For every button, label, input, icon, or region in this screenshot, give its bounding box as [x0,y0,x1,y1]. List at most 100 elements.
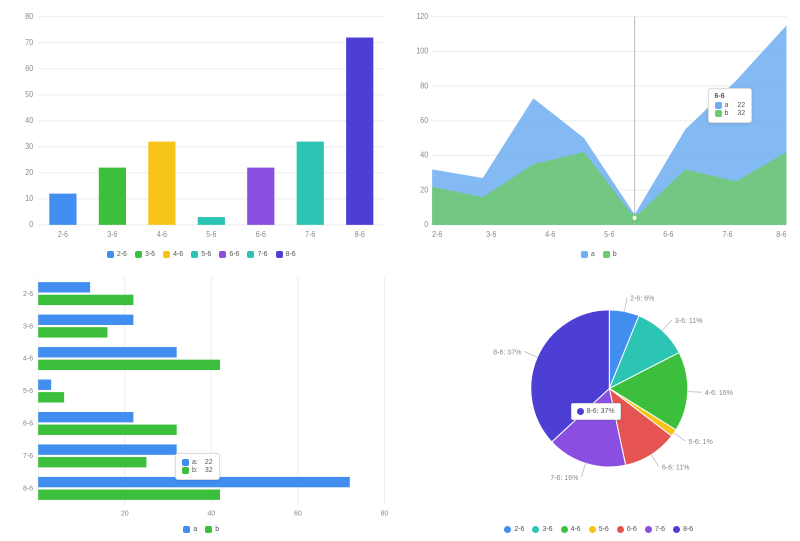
hbar[interactable] [38,327,107,337]
legend-item[interactable]: 6-6 [617,526,637,533]
legend-label: 7-6 [655,526,665,533]
svg-text:7-6: 7-6 [722,230,732,239]
hbar[interactable] [38,315,133,325]
legend-item[interactable]: 7-6 [247,251,267,258]
svg-text:40: 40 [207,508,215,517]
hbar[interactable] [38,380,51,390]
legend-item[interactable]: 7-6 [645,526,665,533]
legend-dot-icon [504,526,511,533]
bar[interactable] [148,142,175,225]
legend-item[interactable]: 4-6 [163,251,183,258]
legend-item[interactable]: 8-6 [276,251,296,258]
hbar[interactable] [38,425,177,435]
pie-chart-legend: 2-6 3-6 4-6 5-6 6-6 7-6 8-6 [408,520,791,533]
legend-item[interactable]: 5-6 [191,251,211,258]
legend-item[interactable]: b [603,251,617,258]
svg-text:3-6: 11%: 3-6: 11% [674,318,702,325]
area-chart-panel: 0204060801001202-63-64-65-66-67-68-6 6-6… [408,10,791,258]
legend-label: 6-6 [229,251,239,258]
legend-swatch-icon [247,251,254,258]
legend-swatch-icon [219,251,226,258]
svg-text:60: 60 [420,116,428,125]
legend-item[interactable]: a [581,251,595,258]
svg-text:3-6: 3-6 [23,321,33,330]
hbar-chart-area[interactable]: 204060802-63-64-65-66-67-68-6 a:22b:32 [10,273,393,520]
svg-text:40: 40 [420,150,428,159]
hbar[interactable] [38,282,90,292]
legend-swatch-icon [191,251,198,258]
hbar[interactable] [38,295,133,305]
legend-item[interactable]: 4-6 [561,526,581,533]
legend-label: 5-6 [599,526,609,533]
hbar[interactable] [38,477,350,487]
legend-label: 6-6 [627,526,637,533]
pie-chart-area[interactable]: 2-6: 6%3-6: 11%4-6: 16%5-6: 1%6-6: 11%7-… [408,273,791,520]
svg-text:5-6: 1%: 5-6: 1% [688,439,712,446]
bar-chart-panel: 010203040506070802-63-64-65-66-67-68-6 2… [10,10,393,258]
bar[interactable] [99,168,126,225]
svg-text:2-6: 2-6 [58,230,68,239]
legend-label: b [613,251,617,258]
legend-swatch-icon [163,251,170,258]
legend-item[interactable]: 8-6 [673,526,693,533]
legend-item[interactable]: 5-6 [589,526,609,533]
legend-label: 7-6 [257,251,267,258]
svg-text:70: 70 [25,38,33,47]
svg-text:3-6: 3-6 [486,230,496,239]
legend-dot-icon [645,526,652,533]
legend-dot-icon [532,526,539,533]
svg-text:2-6: 2-6 [23,289,33,298]
svg-text:80: 80 [420,81,428,90]
hbar[interactable] [38,392,64,402]
bar[interactable] [198,217,225,225]
svg-text:0: 0 [29,220,33,229]
legend-swatch-icon [603,251,610,258]
legend-item[interactable]: a [183,526,197,533]
legend-item[interactable]: b [205,526,219,533]
bar[interactable] [247,168,274,225]
legend-label: 2-6 [514,526,524,533]
svg-text:5-6: 5-6 [23,386,33,395]
hbar[interactable] [38,489,220,499]
legend-dot-icon [673,526,680,533]
legend-item[interactable]: 2-6 [107,251,127,258]
svg-text:4-6: 4-6 [545,230,555,239]
legend-dot-icon [589,526,596,533]
bar[interactable] [49,194,76,225]
bar-chart-area[interactable]: 010203040506070802-63-64-65-66-67-68-6 [10,10,393,245]
svg-text:7-6: 7-6 [23,451,33,460]
svg-text:50: 50 [25,90,33,99]
tooltip-label: 8-6: 37% [587,408,615,415]
svg-text:6-6: 11%: 6-6: 11% [661,465,689,472]
legend-label: a [193,526,197,533]
hbar[interactable] [38,347,177,357]
svg-text:20: 20 [121,508,129,517]
svg-text:6-6: 6-6 [256,230,266,239]
bar[interactable] [297,142,324,225]
legend-item[interactable]: 2-6 [504,526,524,533]
pie-chart-panel: 2-6: 6% 3-6: 11% 4-6: 16% 5-6: 1% 6-6: 11% 7-… [408,273,791,533]
legend-item[interactable]: 3-6 [135,251,155,258]
svg-text:2-6: 6%: 2-6: 6% [630,296,654,303]
tooltip-swatch-icon [577,408,584,415]
svg-text:4-6: 16%: 4-6: 16% [704,390,732,397]
svg-text:8-6: 8-6 [355,230,365,239]
svg-text:30: 30 [25,142,33,151]
legend-label: 5-6 [201,251,211,258]
bar[interactable] [346,38,373,225]
legend-swatch-icon [135,251,142,258]
legend-swatch-icon [205,526,212,533]
svg-text:80: 80 [25,12,33,21]
area-chart-area[interactable]: 0204060801001202-63-64-65-66-67-68-6 6-6… [408,10,791,245]
svg-text:4-6: 4-6 [23,353,33,362]
legend-label: b [215,526,219,533]
legend-item[interactable]: 6-6 [219,251,239,258]
legend-item[interactable]: 3-6 [532,526,552,533]
svg-text:2-6: 2-6 [432,230,442,239]
hbar[interactable] [38,360,220,370]
legend-label: 4-6 [571,526,581,533]
hbar[interactable] [38,457,146,467]
legend-dot-icon [561,526,568,533]
hbar[interactable] [38,444,177,454]
hbar[interactable] [38,412,133,422]
